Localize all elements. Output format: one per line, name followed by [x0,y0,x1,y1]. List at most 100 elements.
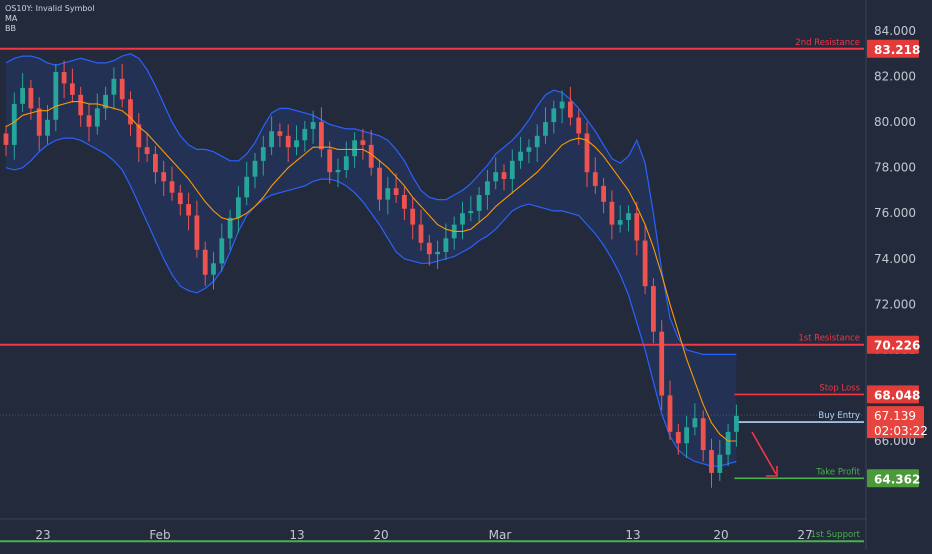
candle-body [177,192,183,205]
candle-body [78,94,84,116]
2nd-resistance-price-tag [867,39,919,58]
candle-body [534,135,540,148]
candle-body [294,140,299,148]
candle-body [161,172,167,182]
2nd-resistance-price-value: 83.218 [874,43,920,57]
candle-body [236,197,241,218]
bar-countdown: 02:03:22 [874,424,928,438]
y-tick-label: 74.000 [874,252,916,266]
candle-body [501,172,507,179]
candle-body [700,418,706,451]
candle-body [128,99,133,125]
stop-loss-label: Stop Loss [819,383,860,393]
1st-resistance-price-value: 70.226 [874,339,920,353]
candle-body [393,188,399,195]
x-tick-label: 20 [713,528,728,542]
candle-body [377,167,382,200]
candle-body [136,124,142,148]
moving-average [5,101,737,442]
candle-body [70,83,75,95]
candle-body [368,144,374,168]
candle-body [651,286,656,332]
candle-body [460,213,465,225]
candle-body [119,78,125,100]
candle-body [601,185,606,202]
candle-body [36,108,42,136]
y-tick-label: 80.000 [874,115,916,129]
candle-body [352,140,357,157]
y-tick-label: 78.000 [874,161,916,175]
candle-body [252,160,258,177]
candle-body [734,415,739,432]
1st-support-label: 1st Support [811,530,861,540]
candle-body [144,147,150,154]
x-tick-label: Mar [489,528,512,542]
candle-body [435,251,440,255]
price-labels: 2nd Resistance 83.218 1st Resistance 70.226… [795,38,928,540]
y-tick-label: 82.000 [874,70,916,84]
candle-body [45,119,50,136]
candle-body [360,140,366,145]
candle-body [634,213,640,241]
bb-lower-line [5,137,737,467]
x-tick-label: 23 [35,528,50,542]
arrow-shaft [751,431,777,475]
candle-body [227,217,233,239]
current-price-tag [867,406,924,439]
candle-body [725,431,731,455]
candle-body [493,172,499,182]
stop-loss-price-tag [867,385,919,404]
x-tick-label: 27 [797,528,812,542]
symbol-label[interactable]: OS10Y: Invalid Symbol [5,4,95,13]
1st-resistance-price-tag [867,335,919,354]
candle-body [277,131,283,136]
candle-body [617,220,623,225]
candle-body [518,151,523,161]
candle-body [659,331,665,396]
x-tick-label: Feb [149,528,170,542]
candle-body [285,135,291,148]
1st-resistance-label: 1st Resistance [798,334,860,344]
candle-body [476,195,482,211]
candle-body [20,87,25,104]
forecast-arrow [751,431,778,477]
candle-body [559,101,565,109]
stop-loss-price-value: 68.048 [874,388,920,402]
candle-body [61,72,67,84]
candle-body [576,117,582,134]
candle-body [211,263,216,275]
candle-body [319,122,324,150]
candle-body [86,115,92,127]
candle-body [153,154,158,173]
x-axis[interactable]: 23 Feb 13 20 Mar 13 20 27 [35,528,812,542]
chart-legend[interactable]: OS10Y: Invalid Symbol MA BB [5,4,95,34]
candle-body [717,454,723,473]
candle-body [310,122,316,129]
current-price-value: 67.139 [874,409,916,423]
candle-body [543,122,548,136]
candle-body [244,176,250,198]
price-levels [0,47,864,543]
ma-indicator-label[interactable]: MA [5,14,18,23]
candle-body [709,450,714,473]
take-profit-label: Take Profit [815,467,860,477]
bb-indicator-label[interactable]: BB [5,24,16,33]
candle-body [302,128,308,141]
candle-body [94,108,100,127]
x-tick-label: 13 [625,528,640,542]
candle-body [219,238,225,264]
candle-body [443,238,449,252]
candle-body [28,87,34,109]
x-tick-label: 20 [373,528,388,542]
candle-body [485,181,490,195]
candle-body [260,147,266,161]
candle-body [626,213,631,220]
ma-line [5,101,737,442]
candle-body [426,242,432,255]
candles [3,60,739,488]
candle-body [526,147,532,152]
candle-body [675,431,681,444]
